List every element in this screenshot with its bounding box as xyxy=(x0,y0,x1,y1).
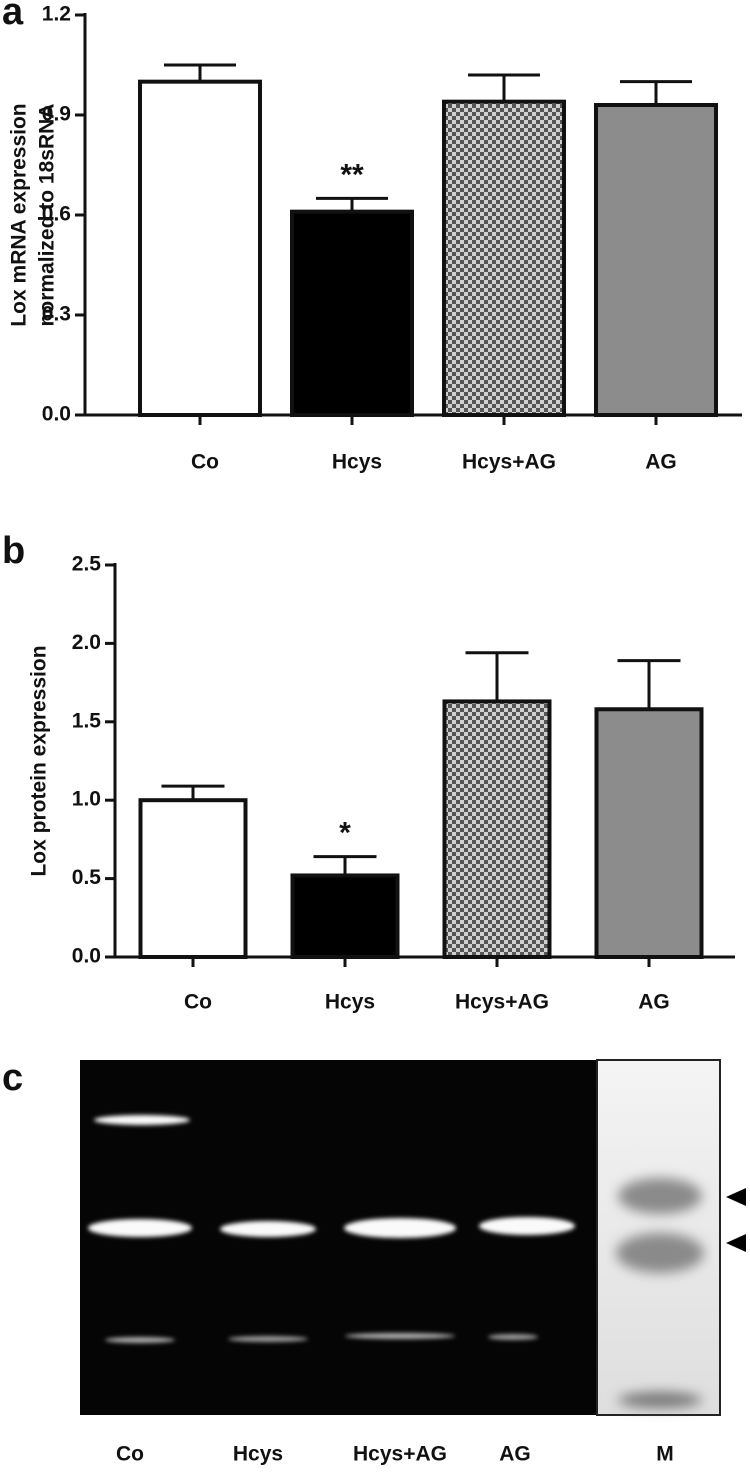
bar xyxy=(442,99,566,418)
x-tick-label: Hcys xyxy=(325,991,375,1014)
significance-label: * xyxy=(339,817,351,850)
significance-label: ** xyxy=(340,158,364,191)
y-axis-title: Lox protein expression xyxy=(28,645,51,876)
y-axis-title: normalized to 18sRNA xyxy=(36,104,59,327)
bar xyxy=(594,103,718,417)
bar xyxy=(594,707,704,959)
lane-label: AG xyxy=(499,1443,531,1466)
y-tick-label: 0.5 xyxy=(72,866,102,889)
lane-label: Hcys xyxy=(233,1443,283,1466)
y-tick-label: 0.0 xyxy=(42,403,71,426)
bar xyxy=(138,79,262,418)
y-tick-label: 2.0 xyxy=(72,631,101,654)
x-tick-label: Co xyxy=(184,991,212,1014)
bar xyxy=(290,209,414,417)
lane-label: Co xyxy=(116,1443,144,1466)
lane-label: M xyxy=(656,1443,674,1466)
x-tick-label: Hcys+AG xyxy=(462,451,556,474)
y-tick-label: 0.3 xyxy=(42,303,71,326)
x-tick-label: Hcys xyxy=(332,451,382,474)
y-axis-title: Lox mRNA expression xyxy=(8,103,31,326)
y-tick-label: 1.5 xyxy=(72,709,102,732)
y-tick-label: 1.2 xyxy=(42,3,71,26)
y-tick-label: 0.0 xyxy=(72,945,101,968)
panel-label: b xyxy=(2,530,25,572)
x-tick-label: Hcys+AG xyxy=(455,991,549,1014)
y-tick-label: 1.0 xyxy=(72,788,101,811)
panel-label: c xyxy=(2,1057,23,1099)
panel-label: a xyxy=(2,0,24,33)
y-tick-label: 0.9 xyxy=(42,103,71,126)
y-tick-label: 0.6 xyxy=(42,203,71,226)
gel-image xyxy=(80,1059,746,1416)
x-tick-label: AG xyxy=(638,991,670,1014)
bar xyxy=(138,798,248,960)
bar xyxy=(442,699,552,960)
x-tick-label: AG xyxy=(645,451,677,474)
y-tick-label: 2.5 xyxy=(72,553,102,576)
x-tick-label: Co xyxy=(191,451,219,474)
lane-label: Hcys+AG xyxy=(353,1443,447,1466)
bar xyxy=(290,873,400,959)
